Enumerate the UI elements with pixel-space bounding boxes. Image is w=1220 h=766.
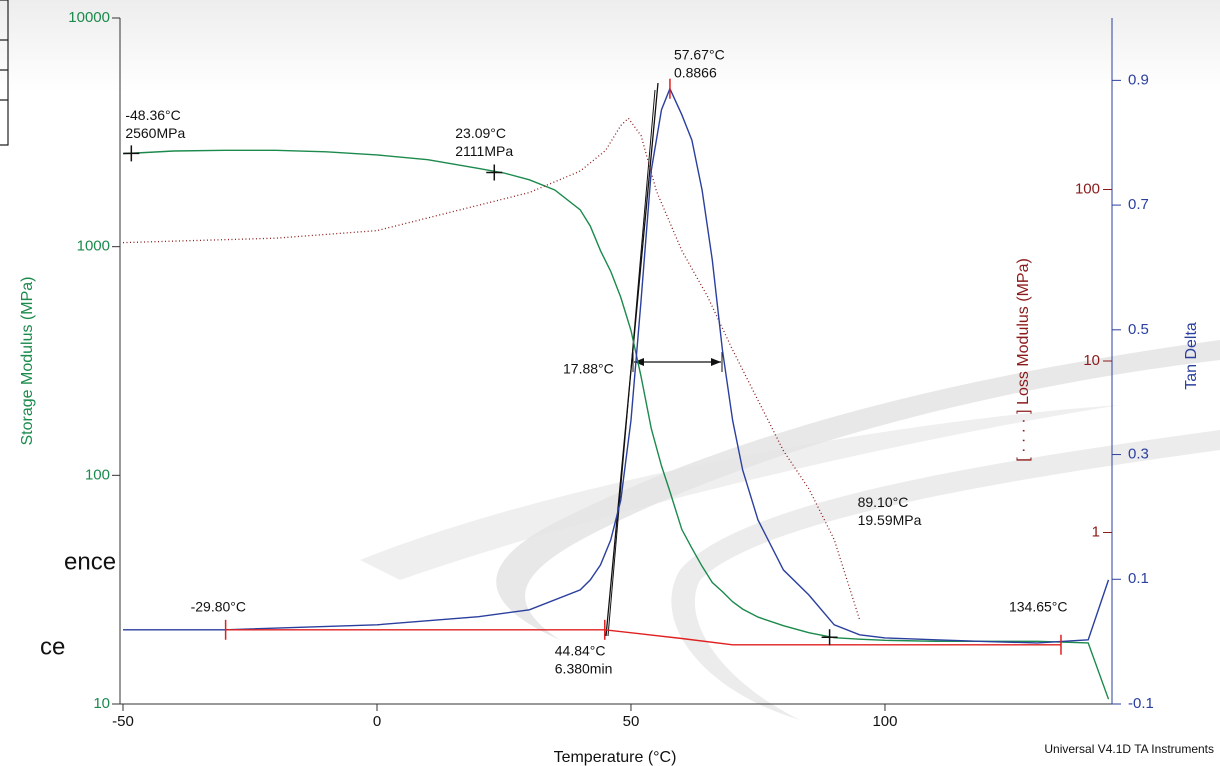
swoosh [671,430,1220,720]
annotation-marker [486,164,503,181]
x-tick-label: 0 [373,713,381,730]
series-line [123,86,1110,644]
text-fragment: ence [64,548,116,575]
annotation-label: 0.8866 [674,64,717,80]
x-tick-label: 100 [872,713,897,730]
y3-tick-label: 0.1 [1128,570,1149,587]
y3-axis-title: Tan Delta [1183,322,1200,390]
annotation-label: 2560MPa [125,125,185,141]
arrow-head [634,358,721,366]
series-line [122,117,861,620]
annotation-marker [821,629,838,646]
series-line [122,149,1110,700]
y3-tick-label: 0.3 [1128,446,1149,463]
tangent-line [607,89,656,637]
annotation-label: -48.36°C [125,107,180,123]
y-tick-label: 10000 [68,9,110,26]
annotation-label: 6.380min [555,660,613,676]
y2-tick-label: 10 [1083,352,1100,369]
y-axis-title: Storage Modulus (MPa) [19,277,36,446]
annotation-label: 134.65°C [1009,598,1068,614]
y3-tick-label: 0.7 [1128,196,1149,213]
table-fragment [0,0,9,146]
annotation-marker [123,145,140,162]
x-tick-label: -50 [112,713,134,730]
x-tick-label: 50 [623,713,640,730]
annotation-label: 17.88°C [563,361,614,377]
x-axis-title: Temperature (°C) [554,749,677,766]
footer: Universal V4.1D TA Instruments [1044,742,1214,756]
annotation-label: -29.80°C [191,598,246,614]
series-line [225,629,1061,646]
annotation-label: 89.10°C [858,494,909,510]
annotation-label: 44.84°C [555,642,606,658]
y3-tick-label: -0.1 [1128,695,1154,712]
text-fragment: ce [40,633,65,660]
y2-tick-label: 100 [1075,180,1100,197]
y3-tick-label: 0.9 [1128,71,1149,88]
annotation-label: 57.67°C [674,46,725,62]
y-tick-label: 10 [93,695,110,712]
y3-tick-label: 0.5 [1128,321,1149,338]
annotation-label: 23.09°C [455,125,506,141]
y2-tick-label: 1 [1092,523,1100,540]
y-tick-label: 1000 [77,238,110,255]
y-tick-label: 100 [85,466,110,483]
annotation-label: 19.59MPa [858,512,922,528]
y2-axis-title: [ · · · · ] Loss Modulus (MPa) [1015,258,1032,462]
annotation-label: 2111MPa [455,143,513,159]
swoosh [360,405,1120,580]
